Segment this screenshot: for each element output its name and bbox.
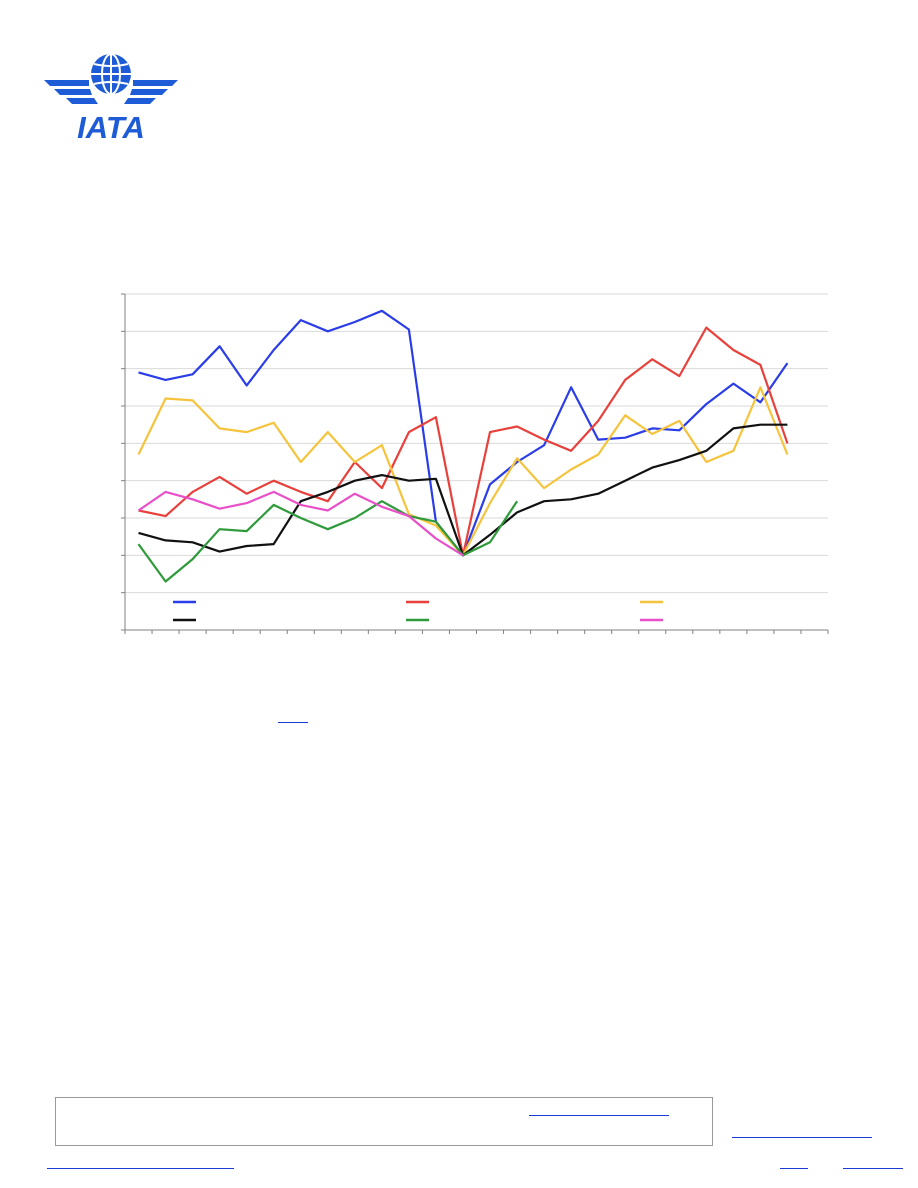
footer-notice-box (55, 1097, 713, 1146)
chart-series (137, 309, 789, 583)
footer-page-link[interactable] (780, 1168, 808, 1169)
iata-logo: IATA (40, 50, 182, 145)
iata-logo-icon: IATA (44, 53, 178, 145)
series-line-6 (137, 490, 464, 557)
chart-legend (173, 600, 663, 622)
footer-right-link[interactable] (732, 1137, 872, 1138)
inline-link[interactable] (278, 722, 308, 723)
chart-gridlines (125, 293, 828, 594)
series-line-2 (138, 326, 789, 557)
logo-wordmark: IATA (77, 110, 145, 142)
series-line-5 (137, 500, 519, 583)
chart-axes (121, 293, 829, 634)
footer-left-link[interactable] (47, 1168, 234, 1169)
series-line-4 (138, 423, 788, 557)
footer-box-link[interactable] (529, 1115, 669, 1116)
series-line-1 (138, 309, 789, 557)
footer-next-link[interactable] (843, 1168, 903, 1169)
